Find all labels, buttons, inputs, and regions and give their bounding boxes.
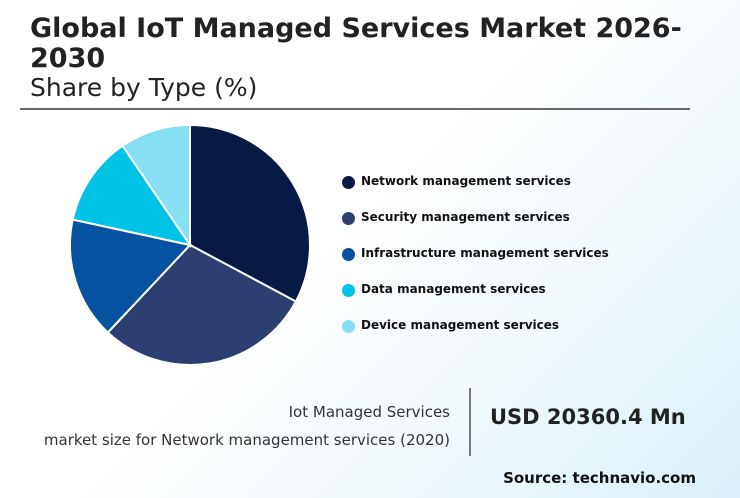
- pie-chart: [69, 123, 311, 366]
- legend-label-security: Security management services: [361, 210, 570, 224]
- legend-label-network: Network management services: [361, 174, 571, 188]
- title-divider: [20, 108, 690, 110]
- legend-item-infrastructure: Infrastructure management services: [342, 246, 609, 282]
- market-size-value: USD 20360.4 Mn: [490, 405, 686, 429]
- chart-title: Global IoT Managed Services Market 2026-…: [30, 13, 682, 74]
- pie-slice-device: [121, 123, 191, 249]
- legend-swatch-security: [342, 212, 355, 225]
- legend-item-data: Data management services: [342, 282, 609, 318]
- legend-swatch-data: [342, 284, 355, 297]
- legend-swatch-network: [342, 176, 355, 189]
- legend-label-device: Device management services: [361, 318, 560, 332]
- legend-swatch-device: [342, 320, 355, 333]
- legend-label-infrastructure: Infrastructure management services: [361, 246, 609, 260]
- pie-slice-infrastructure: [69, 218, 192, 334]
- legend-swatch-infrastructure: [342, 248, 355, 261]
- legend-item-network: Network management services: [342, 174, 609, 210]
- pie-slice-network: [189, 123, 311, 303]
- market-size-label-line2: market size for Network management servi…: [43, 431, 450, 449]
- legend: Network management services Security man…: [342, 174, 609, 354]
- legend-item-security: Security management services: [342, 210, 609, 246]
- pie-slice-data: [71, 144, 193, 247]
- chart-subtitle: Share by Type (%): [30, 73, 258, 102]
- source-credit: Source: technavio.com: [503, 469, 696, 487]
- market-size-label-line1: Iot Managed Services: [288, 403, 450, 421]
- legend-item-device: Device management services: [342, 318, 609, 354]
- info-divider: [469, 388, 471, 456]
- legend-label-data: Data management services: [361, 282, 546, 296]
- pie-slice-security: [106, 243, 298, 366]
- market-size-label: Iot Managed Services market size for Net…: [44, 398, 450, 454]
